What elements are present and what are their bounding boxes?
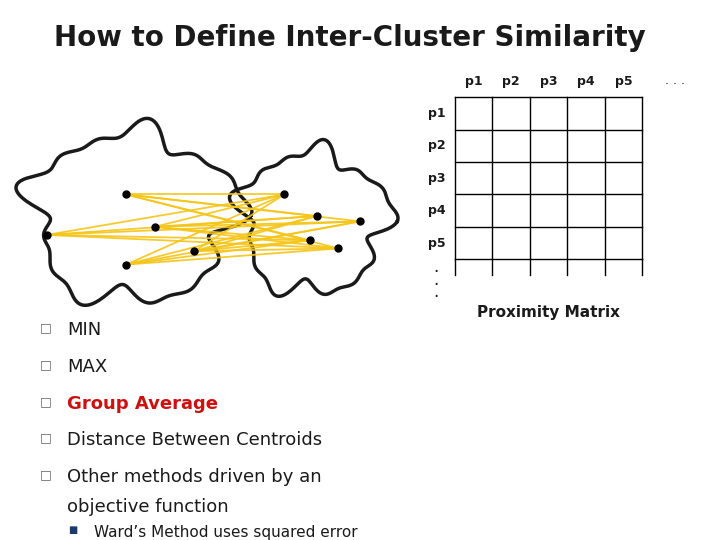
Text: Ward’s Method uses squared error: Ward’s Method uses squared error (94, 525, 357, 540)
Text: □: □ (40, 431, 51, 444)
Text: Group Average: Group Average (67, 395, 218, 413)
Text: ■: ■ (68, 525, 78, 535)
Text: objective function: objective function (67, 498, 228, 516)
Text: MAX: MAX (67, 358, 107, 376)
Text: .: . (433, 282, 439, 301)
Text: p4: p4 (428, 204, 445, 217)
Text: p1: p1 (428, 107, 445, 120)
Polygon shape (230, 139, 398, 296)
Text: .: . (433, 258, 439, 276)
Text: p4: p4 (577, 75, 595, 87)
Text: p2: p2 (503, 75, 520, 87)
Text: . . .: . . . (665, 75, 685, 87)
Text: □: □ (40, 468, 51, 481)
Polygon shape (16, 118, 252, 305)
Text: p2: p2 (428, 139, 445, 152)
Text: Distance Between Centroids: Distance Between Centroids (67, 431, 322, 449)
Text: Other methods driven by an: Other methods driven by an (67, 468, 322, 486)
Text: How to Define Inter-Cluster Similarity: How to Define Inter-Cluster Similarity (54, 24, 646, 52)
Text: .: . (433, 271, 439, 289)
Text: p1: p1 (465, 75, 482, 87)
Text: □: □ (40, 321, 51, 334)
Text: □: □ (40, 395, 51, 408)
Text: p5: p5 (615, 75, 632, 87)
Text: p3: p3 (428, 172, 445, 185)
Text: MIN: MIN (67, 321, 102, 339)
Text: p5: p5 (428, 237, 445, 249)
Text: □: □ (40, 358, 51, 371)
Text: Proximity Matrix: Proximity Matrix (477, 305, 620, 320)
Text: p3: p3 (540, 75, 557, 87)
